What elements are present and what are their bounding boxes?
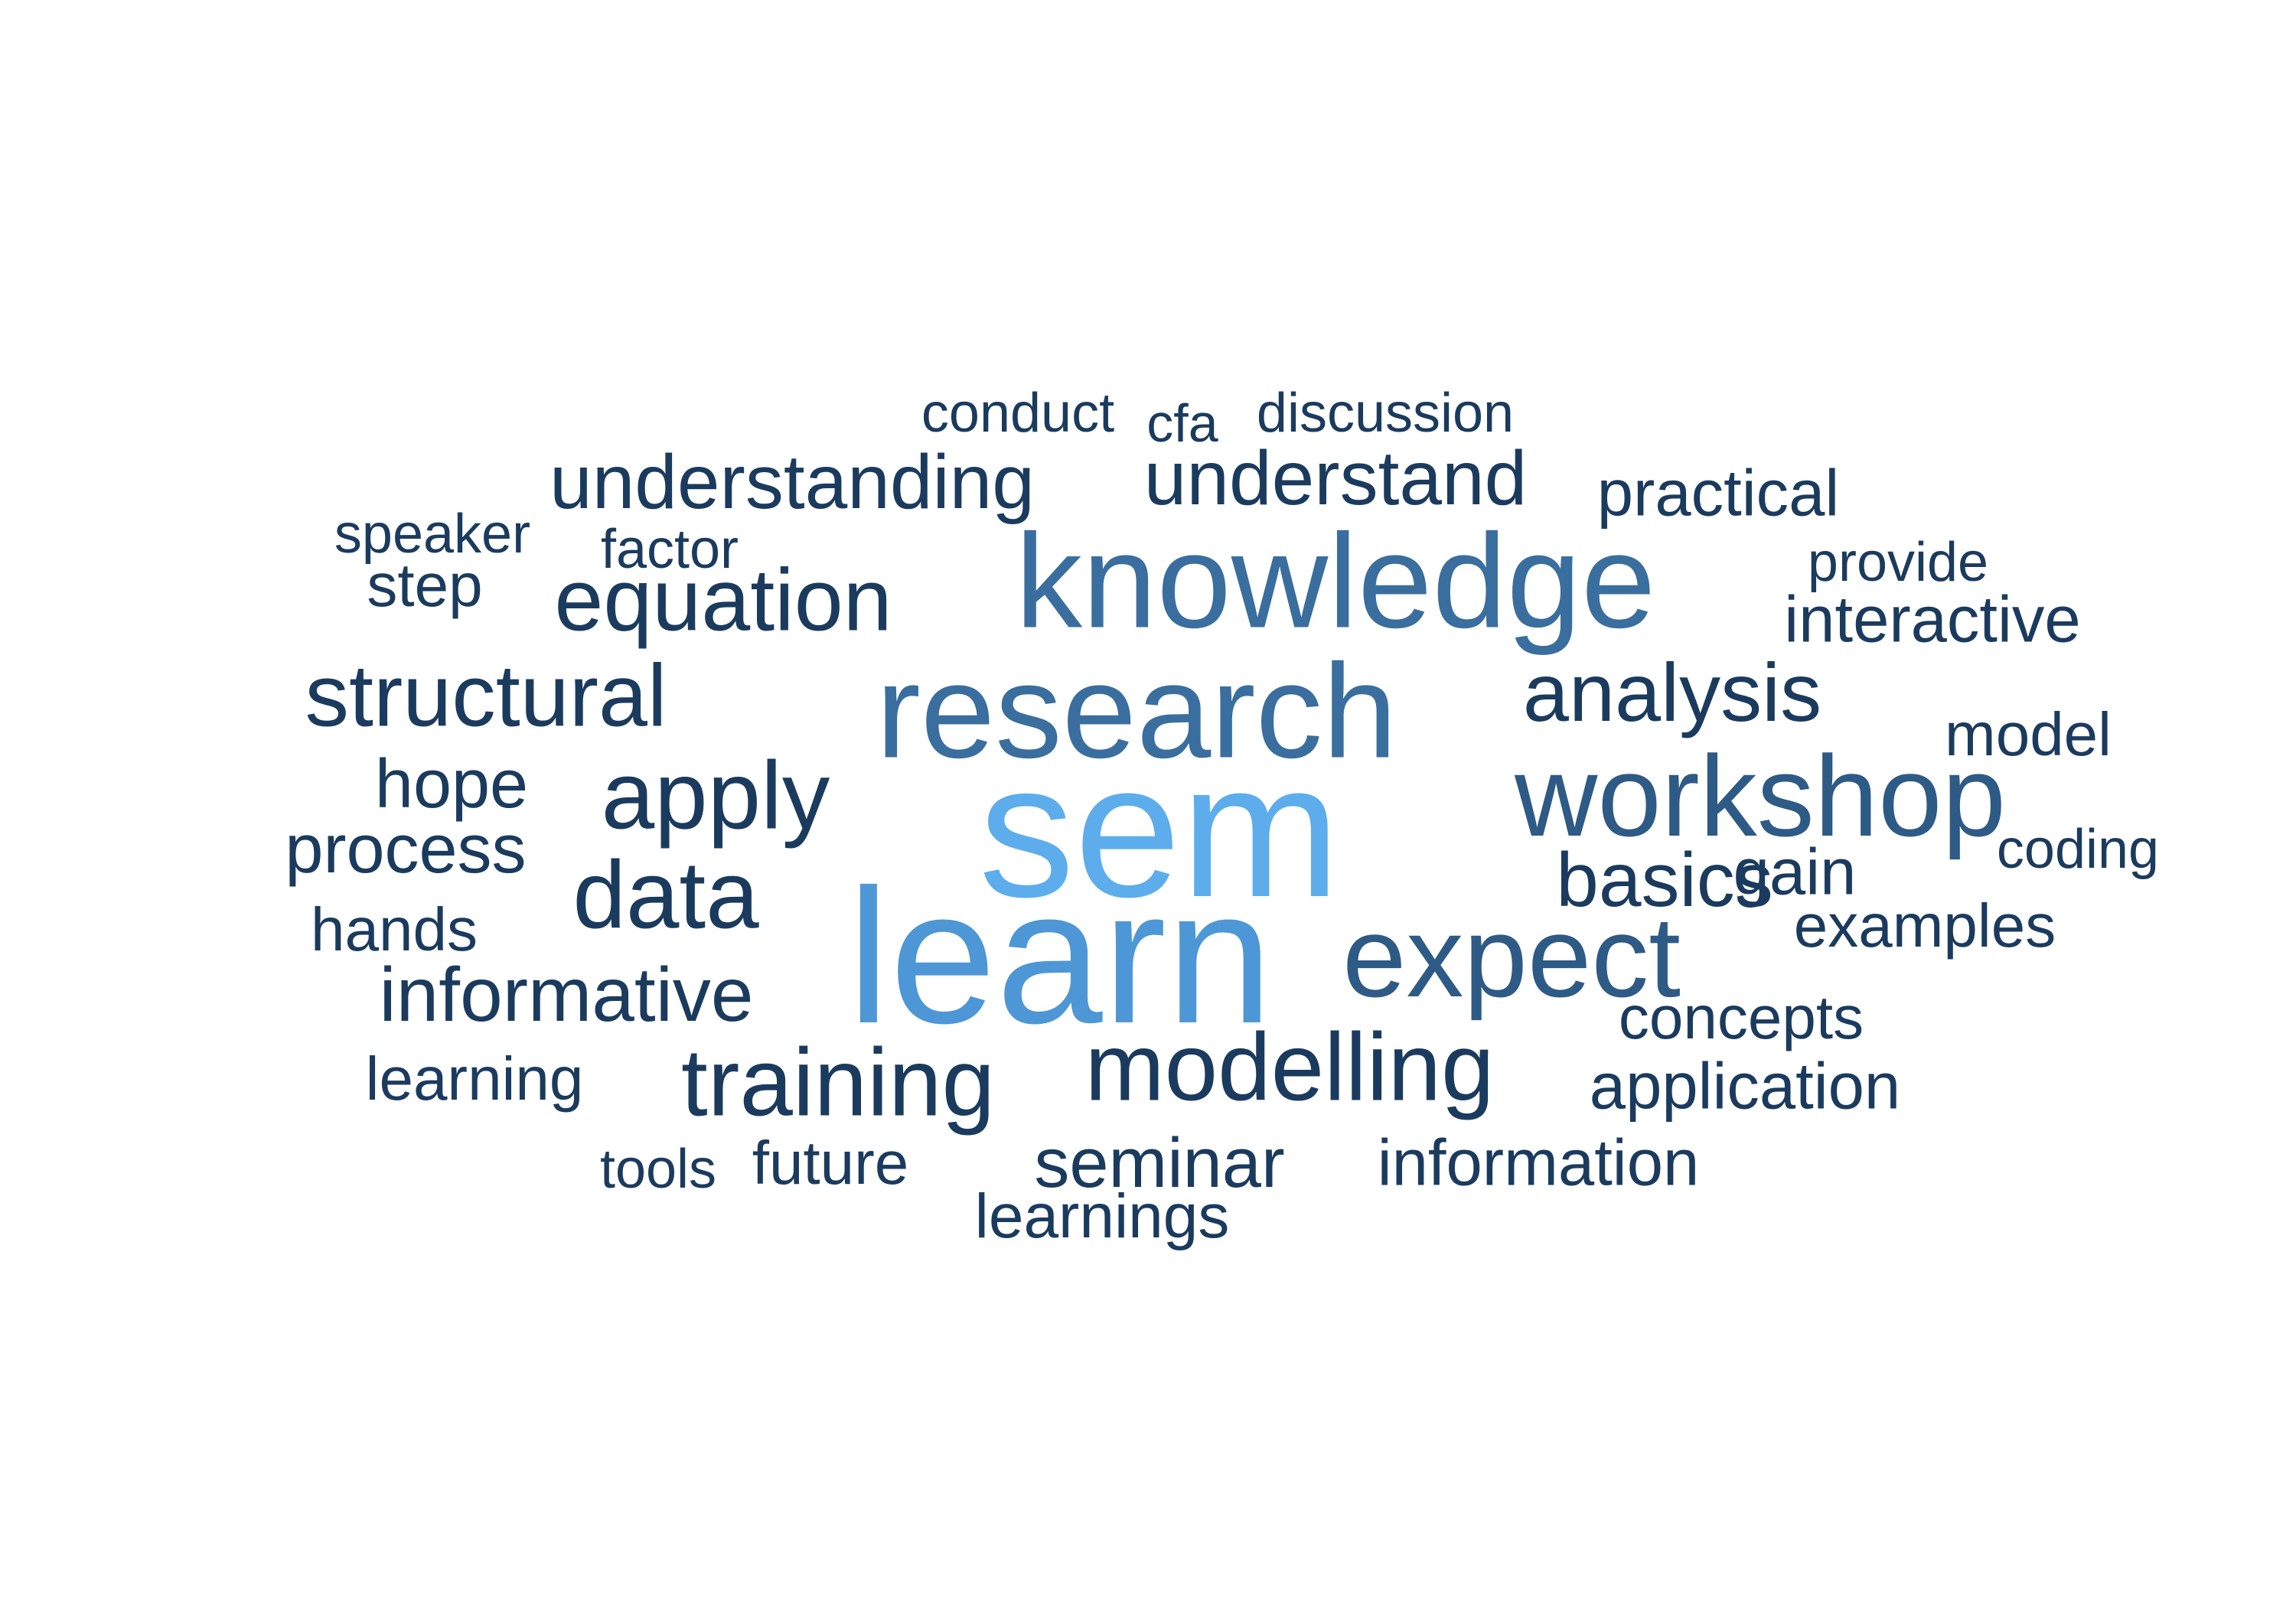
word-step: step (367, 551, 483, 619)
word-understanding: understanding (550, 439, 1035, 525)
word-gain: gain (1733, 836, 1857, 909)
word-speaker: speaker (334, 504, 531, 565)
word-seminar: seminar (1034, 1124, 1285, 1202)
word-sem: sem (978, 723, 1341, 937)
word-coding: coding (1996, 819, 2160, 880)
word-understand: understand (1143, 435, 1528, 521)
word-expect: expect (1342, 892, 1681, 1021)
word-equation: equation (554, 551, 892, 650)
word-future: future (752, 1129, 909, 1197)
word-hope: hope (374, 746, 529, 823)
word-training: training (681, 1029, 995, 1136)
word-concepts: concepts (1618, 983, 1864, 1051)
word-structural: structural (305, 647, 667, 745)
word-tools: tools (599, 1139, 717, 1200)
word-informative: informative (379, 952, 754, 1038)
word-cfa: cfa (1146, 393, 1218, 453)
word-analysis: analysis (1522, 646, 1822, 738)
word-research: research (876, 637, 1397, 787)
word-application: application (1589, 1050, 1901, 1123)
word-conduct: conduct (921, 383, 1115, 444)
word-knowledge: knowledge (1015, 507, 1656, 657)
word-factor: factor (600, 519, 739, 580)
word-learnings: learnings (974, 1182, 1230, 1251)
word-examples: examples (1793, 892, 2056, 960)
word-learning: learning (365, 1045, 584, 1113)
word-workshop: workshop (1515, 732, 2006, 860)
word-process: process (285, 811, 527, 888)
word-interactive: interactive (1784, 583, 2081, 657)
word-basics: basics (1556, 837, 1773, 923)
word-practical: practical (1596, 457, 1840, 530)
word-data: data (572, 842, 759, 949)
word-provide: provide (1807, 532, 1989, 593)
word-learn: learn (847, 849, 1273, 1063)
word-information: information (1377, 1126, 1700, 1200)
word-model: model (1945, 700, 2112, 768)
word-modelling: modelling (1084, 1014, 1495, 1121)
word-discussion: discussion (1256, 383, 1515, 444)
word-apply: apply (601, 742, 830, 849)
word-hands: hands (311, 895, 478, 963)
